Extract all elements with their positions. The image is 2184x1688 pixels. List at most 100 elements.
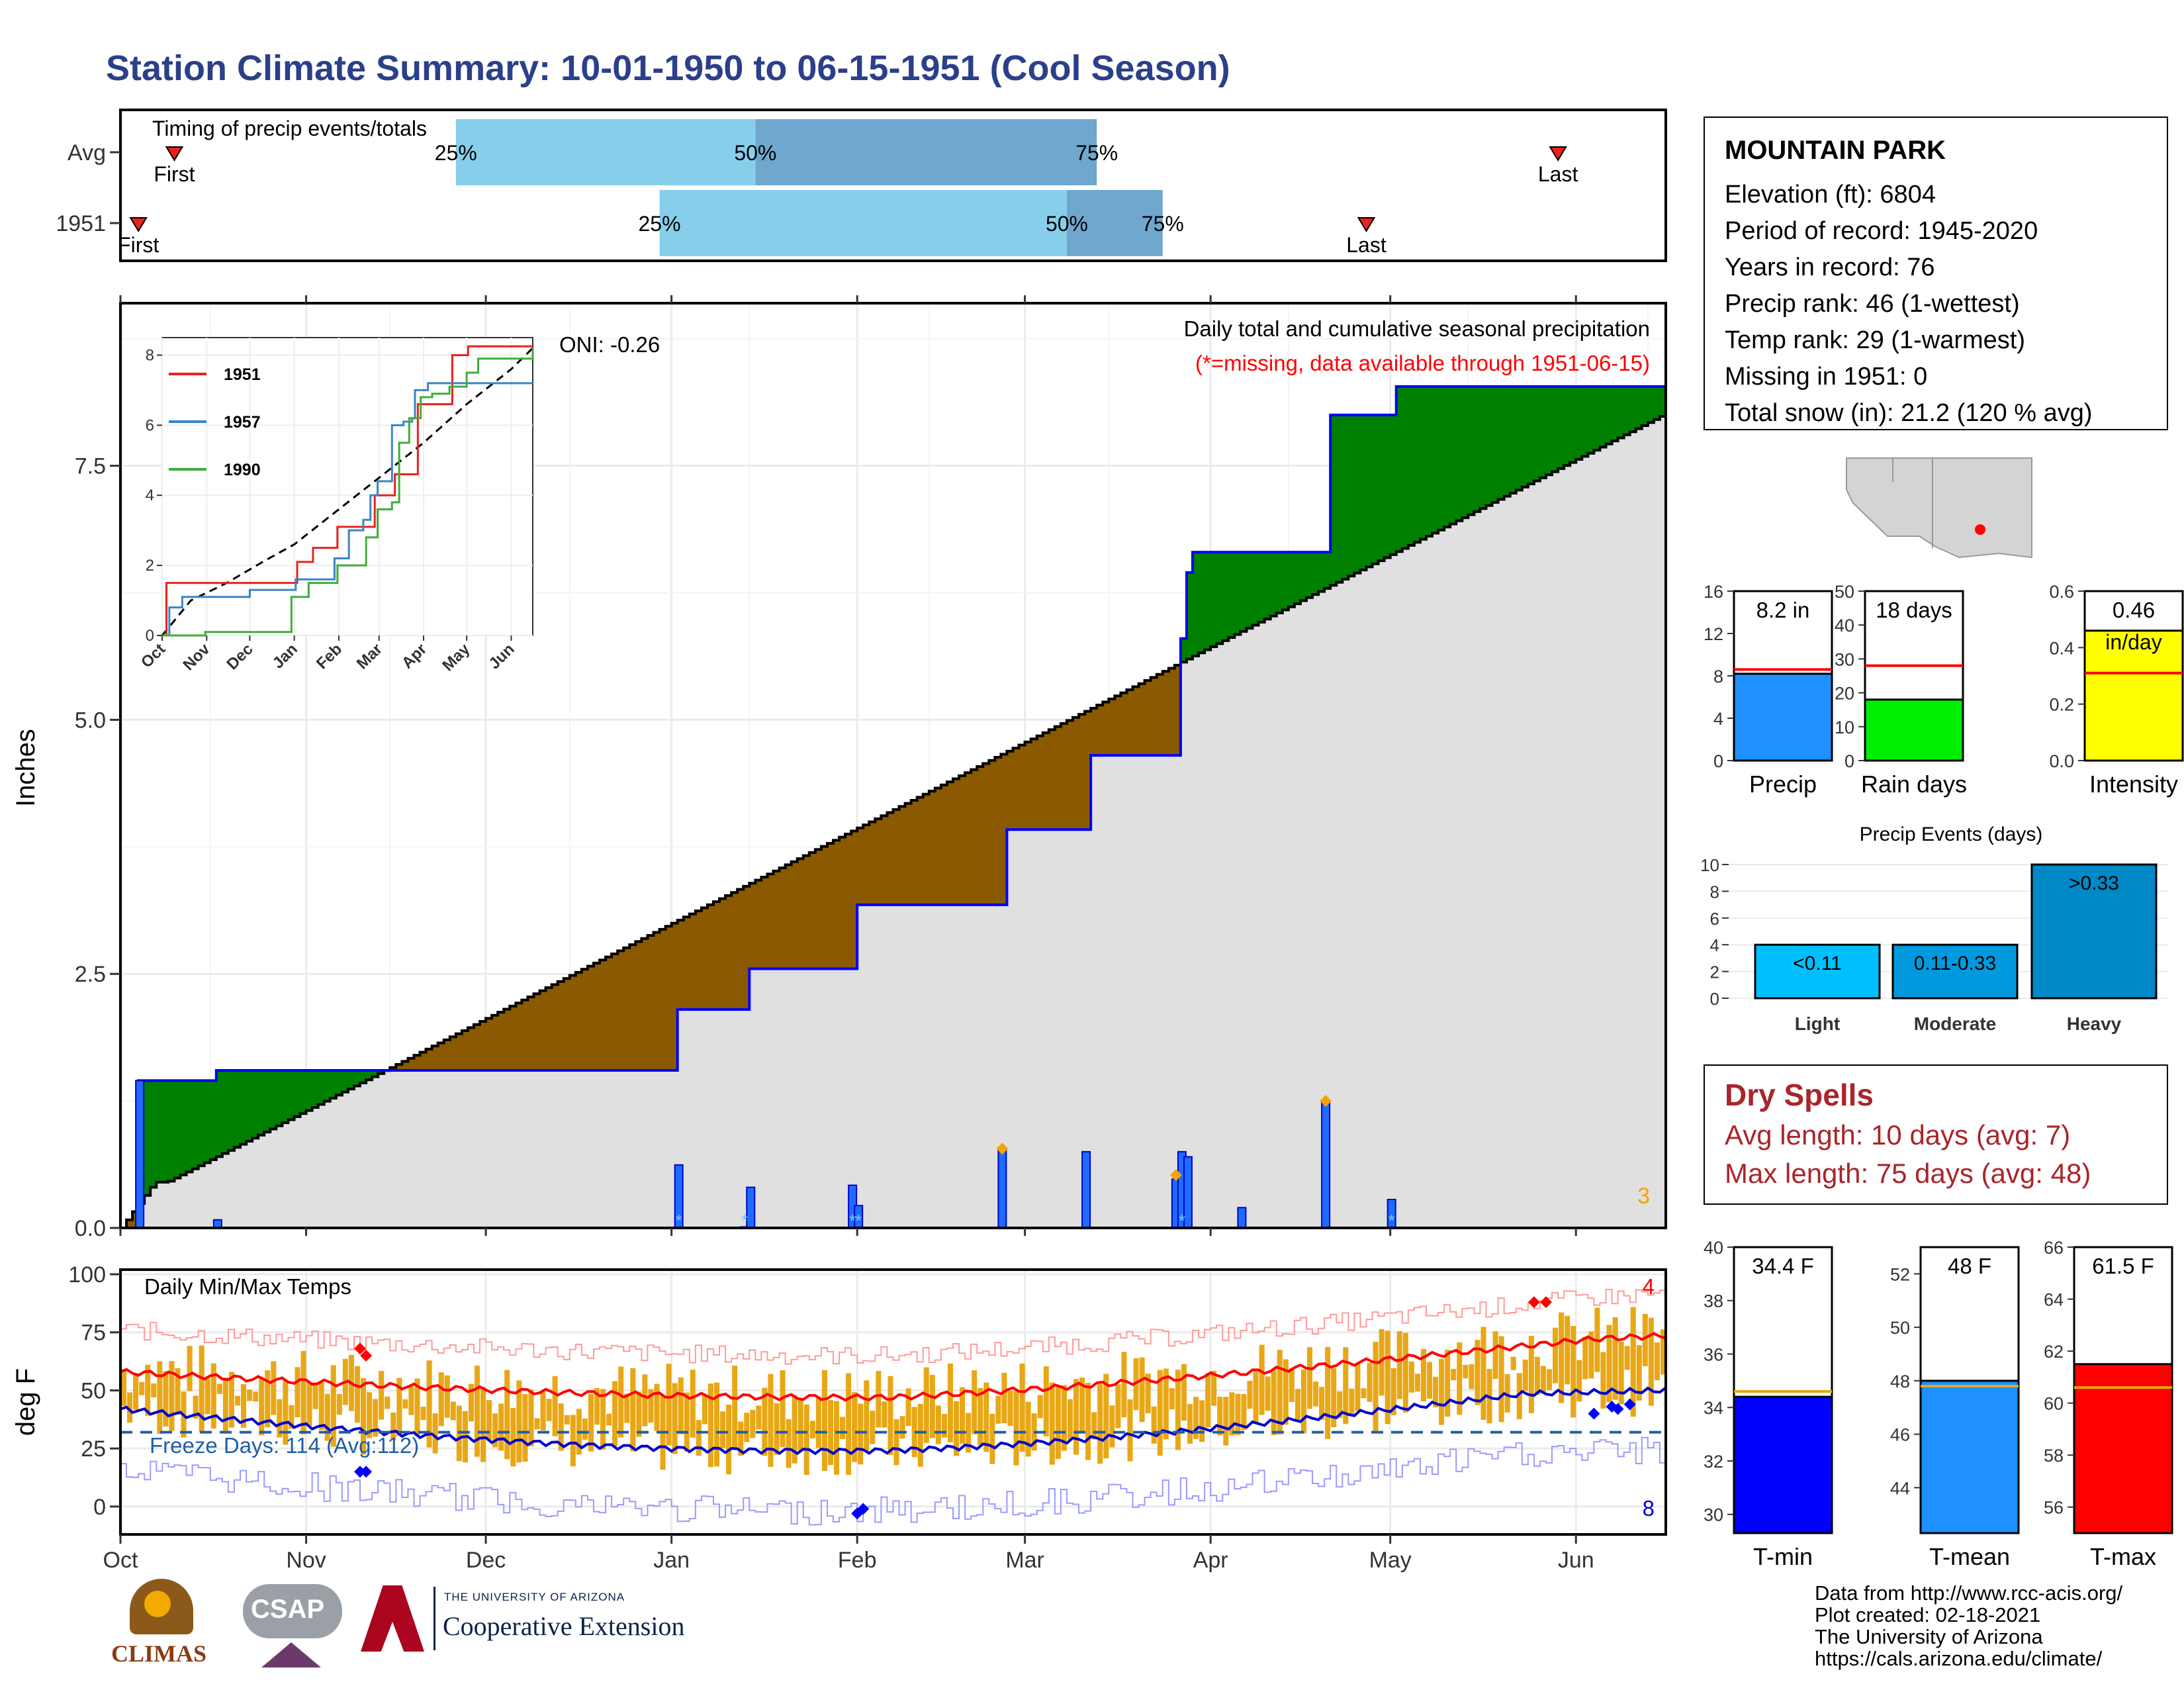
precip-departure-fill — [1498, 386, 1505, 500]
inset-y-tick-label: 4 — [146, 487, 154, 504]
temp-daily-bar — [750, 1409, 756, 1438]
temp-daily-bar — [870, 1411, 876, 1444]
precip-cum-fill — [1103, 755, 1109, 1228]
precip-departure-fill — [1492, 386, 1499, 502]
events-bar-text: <0.11 — [1793, 953, 1842, 974]
temp-axis-label: T-min — [1753, 1543, 1813, 1570]
precip-departure-fill — [1150, 677, 1158, 756]
precip-departure-fill — [1073, 717, 1079, 830]
precip-cum-fill — [1522, 487, 1529, 1229]
temp-y-tick-label: 56 — [2044, 1498, 2064, 1518]
summary-axis-label: Intensity — [2089, 771, 2178, 798]
precip-cum-fill — [1115, 755, 1122, 1228]
temp-daily-bar — [1253, 1371, 1259, 1424]
precip-cum-fill — [743, 1009, 750, 1228]
precip-cum-fill — [1312, 594, 1319, 1228]
precip-departure-fill — [1300, 552, 1307, 601]
precip-departure-fill — [959, 775, 966, 905]
precip-cum-fill — [647, 1070, 655, 1228]
temp-daily-bar — [306, 1382, 312, 1427]
temp-value-label: 61.5 F — [2092, 1254, 2154, 1278]
temp-daily-bar — [954, 1401, 960, 1456]
temp-axis-label: T-max — [2090, 1543, 2156, 1570]
inset-y-tick-label: 8 — [146, 346, 154, 364]
events-y-tick-label: 0 — [1710, 989, 1719, 1009]
temp-daily-bar — [1426, 1362, 1433, 1399]
precip-cum-fill — [1492, 502, 1499, 1229]
precip-cum-fill — [557, 1070, 565, 1228]
precip-cum-fill — [1480, 508, 1487, 1228]
precip-cum-fill — [1240, 631, 1248, 1228]
temp-daily-bar — [1343, 1347, 1349, 1425]
temp-daily-bar — [648, 1389, 654, 1423]
precip-departure-fill — [533, 994, 541, 1071]
temp-daily-bar — [1187, 1403, 1193, 1444]
temp-daily-bar — [972, 1370, 978, 1434]
temp-daily-bar — [1582, 1336, 1588, 1380]
precip-cum-fill — [1294, 604, 1301, 1228]
precip-cum-fill — [989, 904, 995, 1228]
timing-pct-label: 75% — [1075, 141, 1118, 165]
precip-daily-bar — [1081, 1150, 1091, 1229]
precip-cum-fill — [934, 904, 942, 1228]
temp-daily-bar — [426, 1360, 432, 1448]
temp-daily-bar — [199, 1345, 205, 1432]
precip-departure-fill — [504, 1009, 510, 1071]
precip-cum-fill — [192, 1168, 199, 1228]
summary-axis-label: Rain days — [1861, 771, 1967, 798]
precip-departure-fill — [240, 1070, 247, 1145]
precip-cum-fill — [1408, 545, 1415, 1228]
timing-pct-label: 25% — [639, 212, 681, 236]
temp-daily-bar — [1516, 1373, 1522, 1419]
temp-daily-bar — [1396, 1331, 1402, 1399]
temp-daily-bar — [1414, 1374, 1420, 1392]
temp-daily-bar — [361, 1378, 367, 1455]
precip-cum-fill — [683, 1009, 690, 1228]
temp-daily-bar — [978, 1387, 983, 1445]
precip-departure-fill — [1600, 386, 1607, 447]
temp-daily-bar — [768, 1374, 774, 1468]
temp-value-label: 34.4 F — [1752, 1254, 1814, 1278]
precip-departure-fill — [180, 1080, 187, 1176]
temp-daily-bar — [1007, 1390, 1013, 1427]
precip-cum-fill — [1306, 597, 1313, 1228]
precip-departure-fill — [1282, 552, 1289, 610]
precip-avg-cum-line — [120, 413, 1667, 1229]
precip-departure-fill — [222, 1070, 229, 1154]
precip-cum-fill — [1234, 634, 1242, 1228]
summary-y-tick-label: 16 — [1704, 582, 1723, 602]
temp-daily-bar — [911, 1407, 917, 1458]
precip-departure-fill — [414, 1055, 421, 1071]
precip-cum-fill — [899, 904, 906, 1228]
temp-daily-bar — [1337, 1391, 1343, 1419]
temp-daily-bar — [1660, 1329, 1666, 1375]
precip-cum-fill — [1629, 432, 1637, 1228]
precip-departure-fill — [1588, 386, 1594, 453]
precip-trace-marker: * — [855, 1211, 862, 1231]
precip-cum-fill — [797, 968, 804, 1228]
precip-departure-fill — [1606, 386, 1613, 444]
timing-pct-label: 50% — [1046, 212, 1088, 236]
freeze-days-label: Freeze Days: 114 (Avg:112) — [150, 1433, 419, 1458]
precip-cum-fill — [1193, 655, 1199, 1228]
precip-cum-fill — [821, 968, 828, 1228]
precip-cum-fill — [737, 1009, 744, 1228]
inset-frame — [161, 337, 533, 636]
station-location-icon — [1975, 524, 1985, 535]
precip-departure-fill — [300, 1070, 307, 1114]
temp-y-tick-label: 32 — [1704, 1452, 1723, 1472]
precip-departure-fill — [252, 1070, 259, 1139]
station-info-line: Temp rank: 29 (1-warmest) — [1725, 326, 2026, 354]
temp-daily-bar — [1091, 1412, 1097, 1440]
temp-daily-bar — [528, 1389, 534, 1447]
temp-daily-bar — [630, 1368, 636, 1452]
temp-daily-bar — [1402, 1333, 1408, 1413]
temp-panel-title: Daily Min/Max Temps — [144, 1274, 351, 1299]
precip-cum-fill — [600, 1070, 606, 1228]
temp-daily-bar — [858, 1403, 864, 1465]
precip-cum-fill — [432, 1070, 439, 1228]
precip-departure-fill — [917, 797, 924, 905]
precip-departure-fill — [473, 1024, 480, 1071]
temp-daily-bar — [222, 1378, 228, 1432]
temp-daily-bar — [1648, 1317, 1654, 1406]
